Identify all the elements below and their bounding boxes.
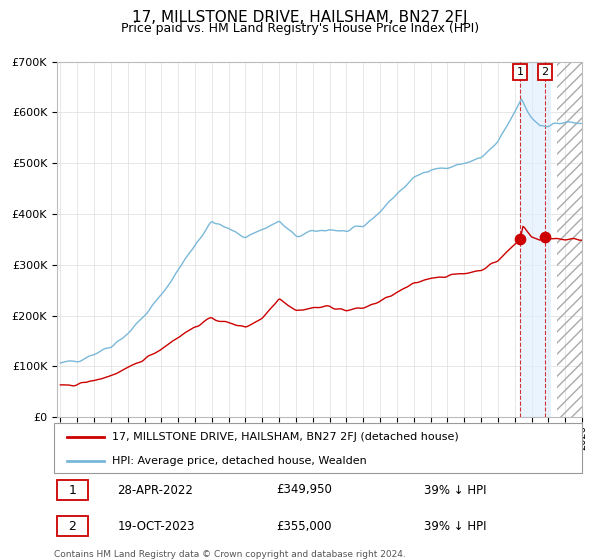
Text: 39% ↓ HPI: 39% ↓ HPI	[424, 520, 486, 533]
Bar	[557, 62, 590, 417]
Text: HPI: Average price, detached house, Wealden: HPI: Average price, detached house, Weal…	[112, 456, 367, 465]
Text: 19-OCT-2023: 19-OCT-2023	[118, 520, 195, 533]
Text: 17, MILLSTONE DRIVE, HAILSHAM, BN27 2FJ: 17, MILLSTONE DRIVE, HAILSHAM, BN27 2FJ	[132, 10, 468, 25]
Text: Price paid vs. HM Land Registry's House Price Index (HPI): Price paid vs. HM Land Registry's House …	[121, 22, 479, 35]
Bar	[557, 62, 590, 417]
Text: 17, MILLSTONE DRIVE, HAILSHAM, BN27 2FJ (detached house): 17, MILLSTONE DRIVE, HAILSHAM, BN27 2FJ …	[112, 432, 459, 442]
Point	[540, 232, 550, 241]
FancyBboxPatch shape	[56, 480, 88, 500]
Text: 2: 2	[541, 67, 548, 77]
Bar	[520, 62, 550, 417]
Text: £355,000: £355,000	[276, 520, 331, 533]
FancyBboxPatch shape	[54, 423, 582, 473]
Point	[515, 235, 525, 244]
Text: 1: 1	[68, 483, 76, 497]
Text: 28-APR-2022: 28-APR-2022	[118, 483, 193, 497]
Text: 1: 1	[517, 67, 524, 77]
Text: Contains HM Land Registry data © Crown copyright and database right 2024.
This d: Contains HM Land Registry data © Crown c…	[54, 550, 406, 560]
Text: 39% ↓ HPI: 39% ↓ HPI	[424, 483, 486, 497]
Text: £349,950: £349,950	[276, 483, 332, 497]
FancyBboxPatch shape	[56, 516, 88, 536]
Text: 2: 2	[68, 520, 76, 533]
